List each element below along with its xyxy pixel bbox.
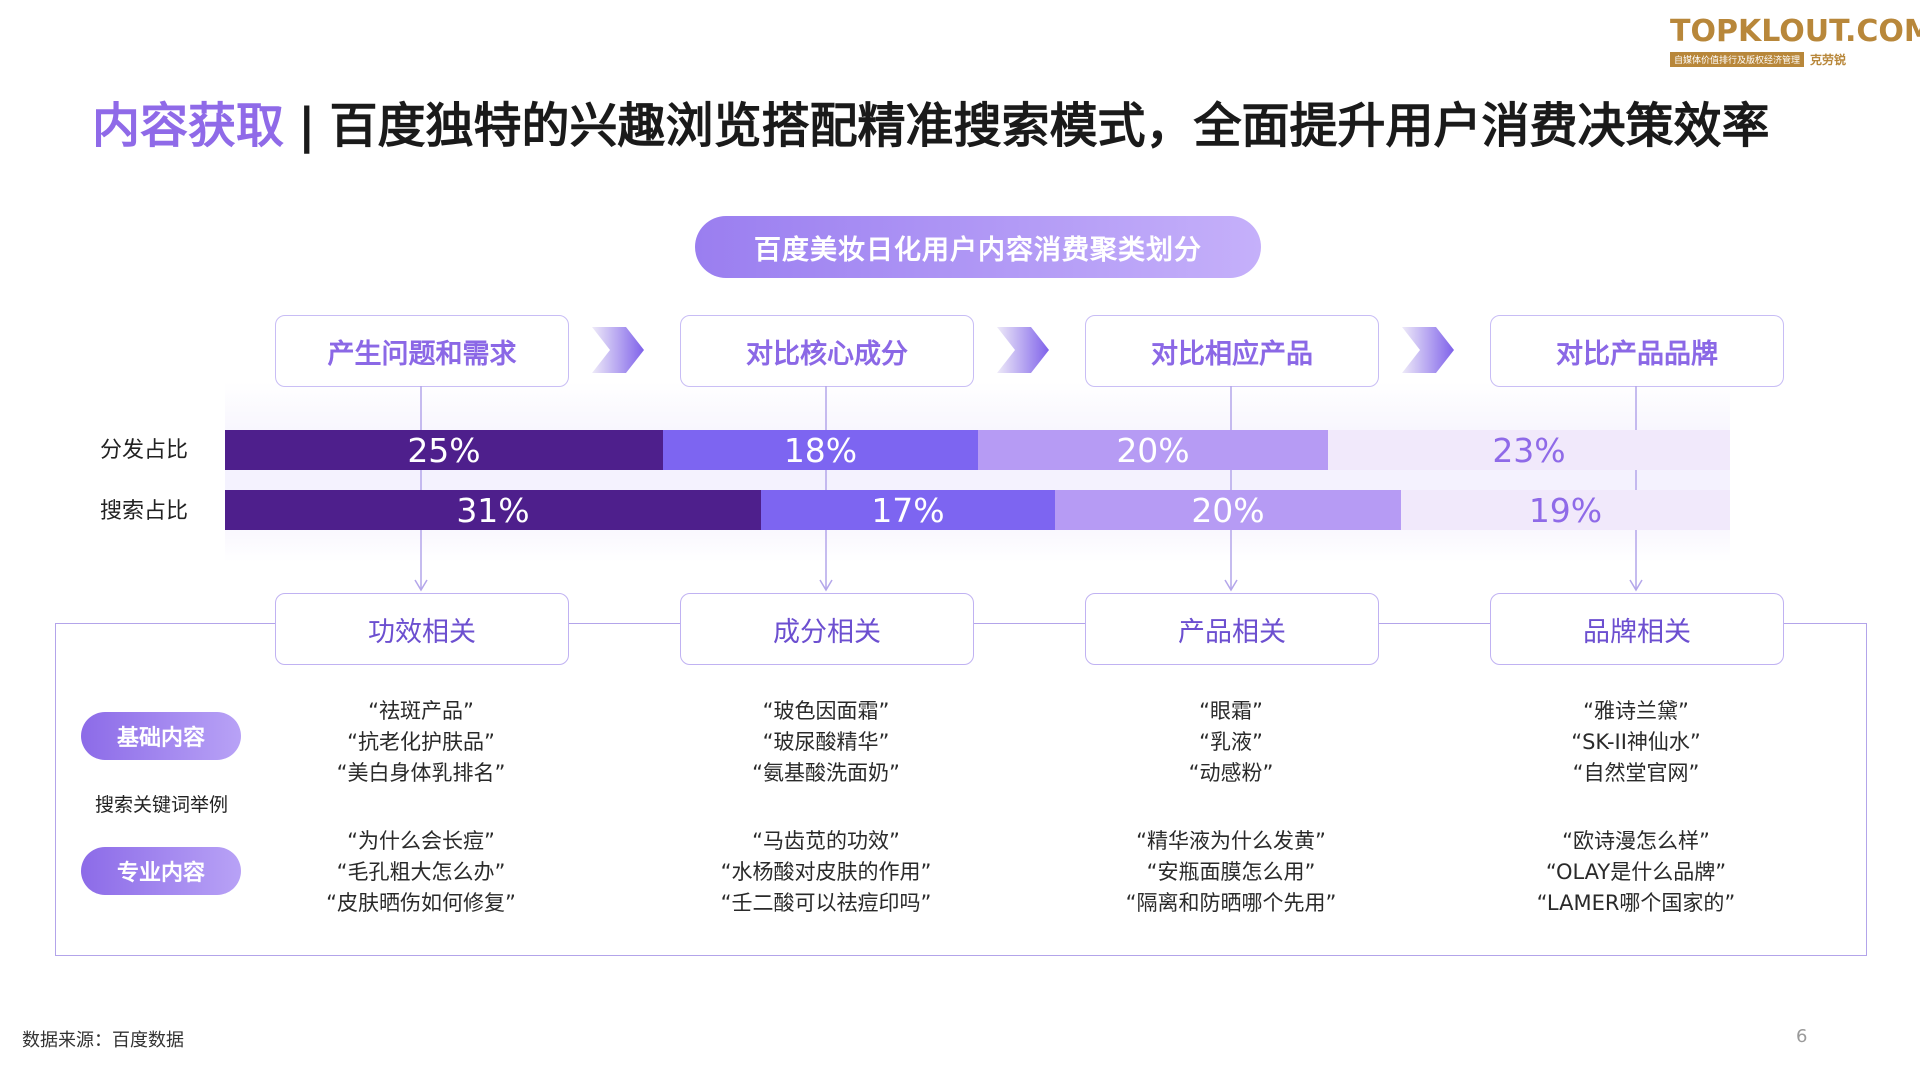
frame-top-line [1377, 623, 1490, 624]
chevron-right-icon [997, 327, 1049, 373]
keyword-item: “精华液为什么发黄” [1136, 829, 1326, 853]
category-box: 品牌相关 [1490, 593, 1784, 665]
keyword-item: “安瓶面膜怎么用” [1146, 860, 1316, 884]
basic-keywords-ingredient: “玻色因面霜” “玻尿酸精华” “氨基酸洗面奶” [626, 696, 1026, 789]
basic-content-tag: 基础内容 [81, 712, 241, 760]
stage-box: 对比核心成分 [680, 315, 974, 387]
keyword-item: “动感粉” [1188, 761, 1274, 785]
basic-keywords-product: “眼霜” “乳液” “动感粉” [1031, 696, 1431, 789]
keyword-item: “玻色因面霜” [762, 699, 890, 723]
keyword-item: “祛斑产品” [368, 699, 474, 723]
series-label: 分发占比 [100, 438, 189, 463]
pro-content-tag: 专业内容 [81, 847, 241, 895]
bar-value-label: 25% [407, 430, 481, 470]
keyword-item: “美白身体乳排名” [336, 761, 506, 785]
logo-brand-text: TOPKLOUT.COM [1670, 14, 1920, 49]
bar-segment: 20% [1055, 490, 1401, 530]
bar-value-label: 23% [1492, 430, 1566, 470]
keyword-item: “SK-II神仙水” [1571, 730, 1701, 754]
brand-logo: TOPKLOUT.COM 自媒体价值排行及版权经济管理 克劳锐 [1670, 14, 1920, 74]
pro-keywords-brand: “欧诗漫怎么样” “OLAY是什么品牌” “LAMER哪个国家的” [1436, 826, 1836, 919]
keyword-item: “隔离和防晒哪个先用” [1125, 891, 1337, 915]
keyword-row-label: 搜索关键词举例 [95, 794, 229, 816]
series-label: 搜索占比 [100, 499, 189, 524]
basic-keywords-brand: “雅诗兰黛” “SK-II神仙水” “自然堂官网” [1436, 696, 1836, 789]
bar-value-label: 31% [456, 490, 530, 530]
pro-keywords-product: “精华液为什么发黄” “安瓶面膜怎么用” “隔离和防晒哪个先用” [1031, 826, 1431, 919]
stage-box: 对比产品品牌 [1490, 315, 1784, 387]
bar-row-distribution: 25% 18% 20% 23% [225, 430, 1730, 470]
pro-keywords-efficacy: “为什么会长痘” “毛孔粗大怎么办” “皮肤晒伤如何修复” [221, 826, 621, 919]
bar-value-label: 18% [783, 430, 858, 470]
chart-title: 百度美妆日化用户内容消费聚类划分 [695, 216, 1261, 278]
data-source: 数据来源：百度数据 [22, 1030, 184, 1051]
keyword-item: “乳液” [1199, 730, 1263, 754]
chevron-right-icon [1402, 327, 1454, 373]
keyword-item: “眼霜” [1199, 699, 1263, 723]
bar-segment: 23% [1328, 430, 1730, 470]
stage-box: 对比相应产品 [1085, 315, 1379, 387]
title-accent: 内容获取 [92, 98, 285, 154]
bar-segment: 17% [761, 490, 1055, 530]
keyword-item: “自然堂官网” [1572, 761, 1700, 785]
category-box: 产品相关 [1085, 593, 1379, 665]
keyword-item: “OLAY是什么品牌” [1545, 860, 1727, 884]
bar-background [225, 382, 1730, 562]
logo-tagline: 自媒体价值排行及版权经济管理 [1670, 52, 1805, 67]
bar-value-label: 17% [871, 490, 945, 530]
bar-value-label: 20% [1116, 430, 1190, 470]
keyword-item: “LAMER哪个国家的” [1536, 891, 1736, 915]
title-text: 百度独特的兴趣浏览搭配精准搜索模式，全面提升用户消费决策效率 [329, 98, 1770, 154]
category-box: 成分相关 [680, 593, 974, 665]
chevron-right-icon [592, 327, 644, 373]
frame-top-line [55, 623, 275, 624]
page-number: 6 [1796, 1026, 1808, 1047]
keyword-item: “皮肤晒伤如何修复” [326, 891, 516, 915]
bar-segment: 19% [1401, 490, 1730, 530]
keyword-item: “毛孔粗大怎么办” [336, 860, 506, 884]
keyword-item: “玻尿酸精华” [762, 730, 890, 754]
keyword-item: “氨基酸洗面奶” [752, 761, 900, 785]
bar-segment: 25% [225, 430, 663, 470]
bar-segment: 20% [978, 430, 1328, 470]
frame-top-line [972, 623, 1085, 624]
bar-row-search: 31% 17% 20% 19% [225, 490, 1730, 530]
bar-value-label: 20% [1191, 490, 1265, 530]
keyword-item: “欧诗漫怎么样” [1562, 829, 1710, 853]
bar-value-label: 19% [1528, 490, 1603, 530]
keyword-frame [55, 623, 1867, 956]
keyword-item: “为什么会长痘” [347, 829, 495, 853]
keyword-item: “水杨酸对皮肤的作用” [720, 860, 932, 884]
category-box: 功效相关 [275, 593, 569, 665]
pro-keywords-ingredient: “马齿苋的功效” “水杨酸对皮肤的作用” “壬二酸可以祛痘印吗” [626, 826, 1026, 919]
keyword-item: “雅诗兰黛” [1583, 699, 1689, 723]
basic-keywords-efficacy: “祛斑产品” “抗老化护肤品” “美白身体乳排名” [221, 696, 621, 789]
frame-top-line [567, 623, 680, 624]
page-title: 内容获取 | 百度独特的兴趣浏览搭配精准搜索模式，全面提升用户消费决策效率 [92, 86, 1770, 156]
keyword-item: “马齿苋的功效” [752, 829, 900, 853]
bar-segment: 31% [225, 490, 761, 530]
logo-cn-name: 克劳锐 [1810, 53, 1847, 67]
title-separator: | [298, 98, 316, 154]
keyword-item: “抗老化护肤品” [347, 730, 495, 754]
keyword-item: “壬二酸可以祛痘印吗” [720, 891, 932, 915]
frame-top-line [1782, 623, 1867, 624]
bar-segment: 18% [663, 430, 978, 470]
stage-box: 产生问题和需求 [275, 315, 569, 387]
